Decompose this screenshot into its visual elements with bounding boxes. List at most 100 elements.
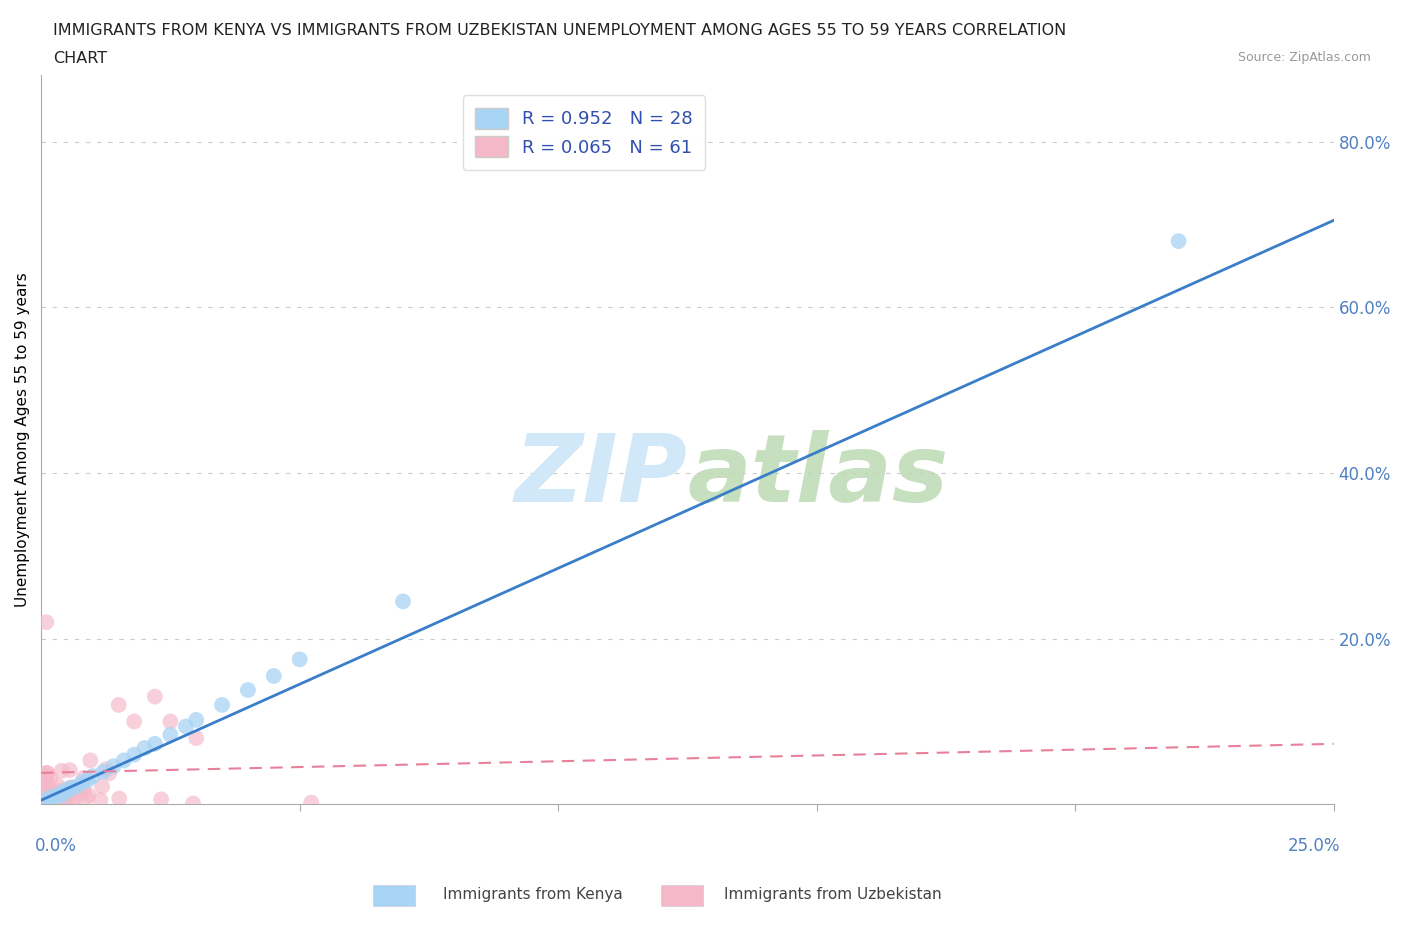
Point — [263, 669, 285, 684]
Point — [35, 785, 58, 800]
Point — [55, 795, 77, 810]
Point — [38, 795, 60, 810]
Point — [52, 791, 75, 806]
Point — [236, 683, 259, 698]
Text: Source: ZipAtlas.com: Source: ZipAtlas.com — [1237, 51, 1371, 64]
Point — [159, 727, 181, 742]
Point — [62, 796, 84, 811]
Point — [35, 780, 58, 795]
Point — [122, 714, 145, 729]
Text: atlas: atlas — [688, 431, 949, 523]
Point — [174, 719, 197, 734]
Point — [108, 791, 131, 806]
Point — [392, 594, 415, 609]
Point — [35, 785, 58, 800]
Point — [94, 762, 117, 777]
Point — [299, 795, 322, 810]
Point — [60, 782, 83, 797]
Point — [51, 785, 73, 800]
Point — [49, 789, 72, 804]
Point — [134, 740, 156, 755]
Point — [35, 765, 58, 780]
Point — [51, 788, 73, 803]
Point — [122, 747, 145, 762]
Point — [91, 779, 114, 794]
Point — [159, 714, 181, 729]
Point — [37, 765, 59, 780]
Point — [73, 770, 96, 785]
Point — [56, 788, 79, 803]
Point — [46, 778, 69, 793]
Point — [143, 737, 166, 751]
Point — [143, 689, 166, 704]
Point — [288, 652, 311, 667]
Point — [91, 764, 114, 779]
Point — [186, 731, 208, 746]
Point — [72, 775, 94, 790]
Point — [39, 784, 62, 799]
Point — [60, 780, 83, 795]
Point — [56, 782, 79, 797]
Point — [112, 753, 135, 768]
Point — [35, 795, 58, 810]
Text: Immigrants from Uzbekistan: Immigrants from Uzbekistan — [724, 887, 942, 902]
Point — [51, 790, 73, 805]
Point — [70, 786, 93, 801]
Point — [35, 796, 58, 811]
Point — [41, 792, 63, 807]
Point — [103, 759, 125, 774]
Y-axis label: Unemployment Among Ages 55 to 59 years: Unemployment Among Ages 55 to 59 years — [15, 272, 30, 607]
Point — [35, 786, 58, 801]
Point — [75, 790, 97, 805]
Point — [211, 698, 233, 712]
Point — [35, 768, 58, 783]
Point — [38, 794, 60, 809]
Point — [39, 795, 62, 810]
Point — [45, 790, 67, 804]
Point — [181, 796, 204, 811]
Point — [98, 765, 121, 780]
Point — [35, 785, 58, 800]
Point — [1167, 233, 1189, 248]
Text: 0.0%: 0.0% — [35, 837, 76, 855]
Text: Immigrants from Kenya: Immigrants from Kenya — [443, 887, 623, 902]
Point — [59, 763, 82, 777]
Point — [150, 792, 173, 807]
Point — [59, 780, 82, 795]
Point — [66, 778, 89, 793]
Point — [35, 791, 58, 806]
Point — [72, 783, 94, 798]
Point — [39, 771, 62, 786]
Point — [77, 788, 100, 803]
Point — [82, 769, 104, 784]
Legend: R = 0.952   N = 28, R = 0.065   N = 61: R = 0.952 N = 28, R = 0.065 N = 61 — [463, 96, 706, 169]
Point — [45, 786, 67, 801]
Point — [45, 796, 67, 811]
Text: CHART: CHART — [53, 51, 107, 66]
Point — [76, 773, 98, 788]
Text: 25.0%: 25.0% — [1288, 837, 1340, 855]
Point — [45, 789, 67, 804]
Point — [42, 794, 65, 809]
Point — [79, 753, 101, 768]
Point — [41, 790, 63, 804]
Point — [56, 784, 79, 799]
Point — [56, 787, 79, 802]
Point — [62, 794, 84, 809]
Point — [186, 712, 208, 727]
Point — [107, 698, 129, 712]
Point — [35, 776, 58, 790]
Point — [35, 792, 58, 807]
Point — [89, 792, 111, 807]
Point — [44, 788, 66, 803]
Point — [55, 787, 77, 802]
Point — [49, 792, 72, 807]
Text: ZIP: ZIP — [515, 431, 688, 523]
Point — [48, 790, 70, 804]
Point — [35, 787, 58, 802]
Point — [48, 783, 70, 798]
Point — [51, 764, 73, 778]
Text: IMMIGRANTS FROM KENYA VS IMMIGRANTS FROM UZBEKISTAN UNEMPLOYMENT AMONG AGES 55 T: IMMIGRANTS FROM KENYA VS IMMIGRANTS FROM… — [53, 23, 1067, 38]
Point — [35, 615, 58, 630]
Point — [52, 794, 75, 809]
